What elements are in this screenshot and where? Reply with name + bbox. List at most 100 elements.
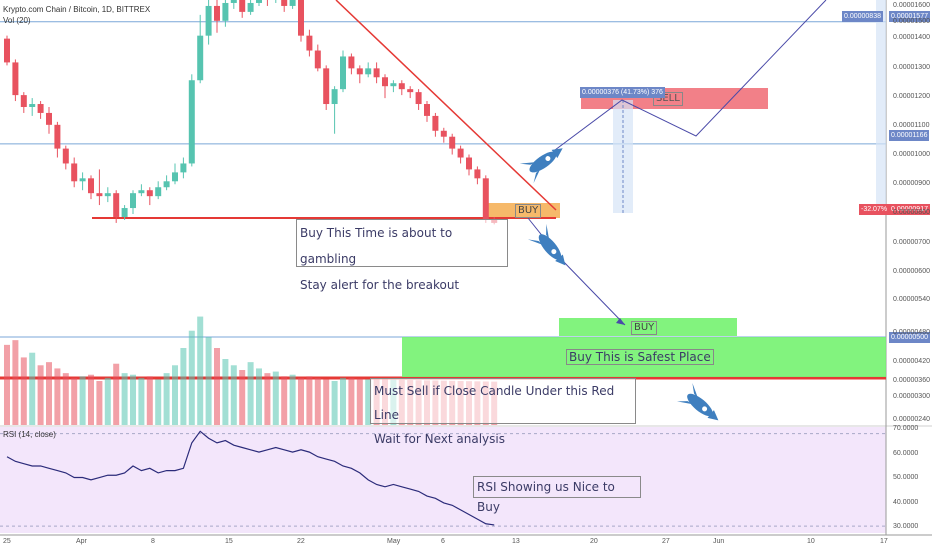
buy-zone — [486, 203, 560, 218]
volume-bar — [163, 373, 170, 425]
chart-header: Krypto.com Chain / Bitcoin, 1D, BITTREX … — [3, 4, 150, 26]
descending-trendline — [335, 0, 557, 211]
volume-bar — [130, 374, 136, 425]
candle-body — [373, 68, 380, 78]
time-tick-label: 13 — [512, 538, 520, 545]
price-tick-label: 0.00000420 — [893, 358, 930, 365]
candle-body — [340, 56, 346, 90]
candle-body — [289, 0, 296, 6]
volume-bar — [306, 376, 313, 425]
volume-bar — [348, 377, 355, 425]
candle-body — [46, 112, 52, 125]
candle-body — [256, 0, 262, 3]
time-tick-label: Jun — [713, 538, 725, 545]
projection-down-arrow — [527, 217, 626, 326]
candle-body — [449, 136, 456, 149]
candle-body — [348, 56, 355, 69]
measure-tag: 0.00000376 (41.73%) 376 — [580, 87, 665, 98]
candle-body — [180, 163, 187, 173]
volume-bar — [29, 352, 36, 425]
volume-bar — [4, 344, 10, 425]
volume-bar — [172, 365, 178, 425]
time-tick-label: 15 — [225, 538, 233, 545]
volume-bar — [46, 362, 52, 425]
volume-bar — [205, 337, 212, 425]
volume-bar — [230, 365, 237, 425]
buy-zone-label: BUY — [515, 204, 542, 218]
candle-body — [440, 130, 447, 137]
candle-body — [331, 89, 338, 105]
arrowhead-icon — [616, 318, 625, 325]
volume-bar — [197, 316, 204, 425]
candle-body — [222, 2, 229, 21]
rsi-note: RSI Showing us Nice to Buy — [473, 476, 641, 514]
candle-body — [323, 68, 330, 105]
price-tick-label: 0.00000480 — [893, 329, 930, 336]
rsi-indicator-label: RSI (14, close) — [3, 430, 56, 439]
candle-body — [314, 50, 321, 69]
volume-bar — [314, 377, 321, 425]
price-tick-label: 0.00000360 — [893, 377, 930, 384]
volume-bar — [222, 359, 229, 425]
candle-body — [432, 115, 439, 131]
price-tick-label: 0.00001200 — [893, 93, 930, 100]
volume-bar — [37, 365, 44, 425]
symbol-title: Krypto.com Chain / Bitcoin, 1D, BITTREX — [3, 5, 151, 14]
candle-body — [54, 124, 61, 149]
candle-body — [424, 104, 430, 116]
candle-body — [12, 62, 19, 96]
price-tick-label: 0.00000600 — [893, 268, 930, 275]
gamble-note: Buy This Time is about to gambling Stay … — [296, 219, 508, 292]
volume-bar — [104, 377, 111, 425]
resistance-level-tag: 0.00001166 — [889, 130, 930, 141]
price-tick-label: 0.00000900 — [893, 180, 930, 187]
candle-body — [155, 187, 162, 197]
support-level-tag: 0.00000500 — [889, 332, 930, 343]
volume-bar — [146, 376, 153, 425]
candle-body — [466, 157, 472, 170]
price-tick-label: 0.00001400 — [893, 34, 930, 41]
must-sell-note-line2: Wait for Next analysis — [374, 432, 505, 446]
must-sell-note-line1: Must Sell if Close Candle Under this Red… — [374, 384, 615, 422]
candle-body — [62, 148, 69, 164]
rocket-down-large-icon — [676, 382, 719, 421]
candle-body — [113, 193, 120, 217]
candle-body — [398, 83, 405, 90]
candle-body — [306, 35, 313, 51]
sell-zone-label: SELL — [653, 92, 683, 106]
volume-bar — [79, 376, 86, 425]
rocket-up-icon — [519, 148, 563, 184]
candle-body — [247, 2, 254, 12]
rsi-tick-label: 30.0000 — [893, 523, 919, 530]
volume-bar — [323, 379, 330, 425]
candle-body — [407, 89, 414, 93]
candle-body — [121, 208, 128, 217]
volume-bar — [340, 377, 346, 425]
price-tick-label: 0.00001500 — [893, 18, 930, 25]
change-percent-tag: -32.07% — [859, 204, 890, 215]
volume-indicator-label: Vol (20) — [3, 16, 31, 25]
time-tick-label: 22 — [297, 538, 305, 545]
volume-bar — [12, 340, 19, 425]
rsi-tick-label: 60.0000 — [893, 450, 919, 457]
volume-bar — [239, 370, 246, 425]
candle-body — [482, 178, 489, 220]
candle-body — [457, 148, 464, 158]
volume-bar — [20, 357, 27, 425]
price-tick-label: 0.00000240 — [893, 416, 930, 423]
rsi-pane — [0, 427, 886, 533]
gamble-note-line1: Buy This Time is about to gambling — [300, 226, 453, 266]
candle-body — [197, 35, 204, 81]
volume-bar — [121, 373, 128, 425]
volume-bar — [62, 373, 69, 425]
candle-body — [20, 95, 27, 107]
time-tick-label: 8 — [151, 538, 155, 545]
volume-bar — [256, 368, 262, 425]
candle-body — [79, 178, 86, 182]
candle-body — [88, 178, 94, 194]
time-tick-label: 6 — [441, 538, 445, 545]
candle-body — [356, 68, 363, 75]
candle-body — [390, 83, 397, 87]
candle-body — [415, 92, 422, 105]
volume-bar — [356, 378, 363, 425]
